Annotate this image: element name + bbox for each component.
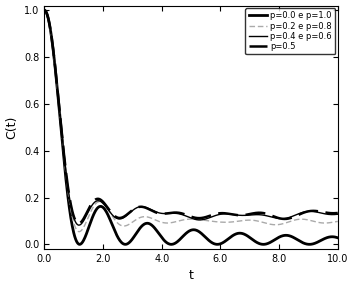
Line: p=0.2 e p=0.8: p=0.2 e p=0.8 (44, 10, 338, 232)
Legend: p=0.0 e p=1.0, p=0.2 e p=0.8, p=0.4 e p=0.6, p=0.5: p=0.0 e p=1.0, p=0.2 e p=0.8, p=0.4 e p=… (245, 8, 335, 54)
p=0.4 e p=0.6 (95, 199, 99, 203)
p=0.5 (176, 211, 180, 214)
p=0.4 e p=0.6 (118, 217, 122, 221)
p=0.4 e p=0.6 (176, 212, 180, 215)
p=0.0 e p=1.0 (118, 239, 122, 243)
p=0.2 e p=0.8 (239, 219, 243, 223)
p=0.4 e p=0.6 (264, 214, 268, 217)
p=0.5 (264, 212, 268, 215)
Line: p=0.0 e p=1.0: p=0.0 e p=1.0 (44, 10, 338, 244)
p=0.4 e p=0.6 (216, 213, 220, 217)
Line: p=0.5: p=0.5 (44, 10, 338, 223)
Line: p=0.4 e p=0.6: p=0.4 e p=0.6 (44, 10, 338, 225)
p=0.4 e p=0.6 (77, 223, 81, 227)
p=0.5 (118, 216, 122, 220)
p=0.5 (95, 197, 99, 201)
p=0.0 e p=1.0 (216, 242, 220, 246)
p=0.0 e p=1.0 (336, 236, 340, 240)
p=0.2 e p=0.8 (77, 230, 81, 233)
p=0.0 e p=1.0 (239, 232, 243, 235)
p=0.5 (336, 211, 340, 215)
p=0.2 e p=0.8 (95, 201, 99, 204)
p=0.2 e p=0.8 (264, 221, 268, 225)
Y-axis label: C(t): C(t) (6, 115, 18, 139)
p=0.2 e p=0.8 (336, 220, 340, 223)
p=0.0 e p=1.0 (176, 240, 180, 243)
p=0.4 e p=0.6 (42, 9, 46, 12)
p=0.0 e p=1.0 (78, 242, 82, 246)
p=0.0 e p=1.0 (95, 207, 99, 211)
p=0.5 (216, 212, 220, 215)
p=0.2 e p=0.8 (42, 9, 46, 12)
p=0.4 e p=0.6 (336, 213, 340, 216)
p=0.2 e p=0.8 (216, 220, 220, 223)
p=0.2 e p=0.8 (176, 219, 180, 223)
p=0.5 (42, 9, 46, 12)
p=0.0 e p=1.0 (264, 242, 268, 246)
p=0.5 (239, 214, 243, 217)
p=0.5 (76, 222, 81, 225)
X-axis label: t: t (189, 270, 194, 283)
p=0.2 e p=0.8 (118, 223, 122, 227)
p=0.0 e p=1.0 (42, 9, 46, 12)
p=0.4 e p=0.6 (239, 214, 243, 217)
